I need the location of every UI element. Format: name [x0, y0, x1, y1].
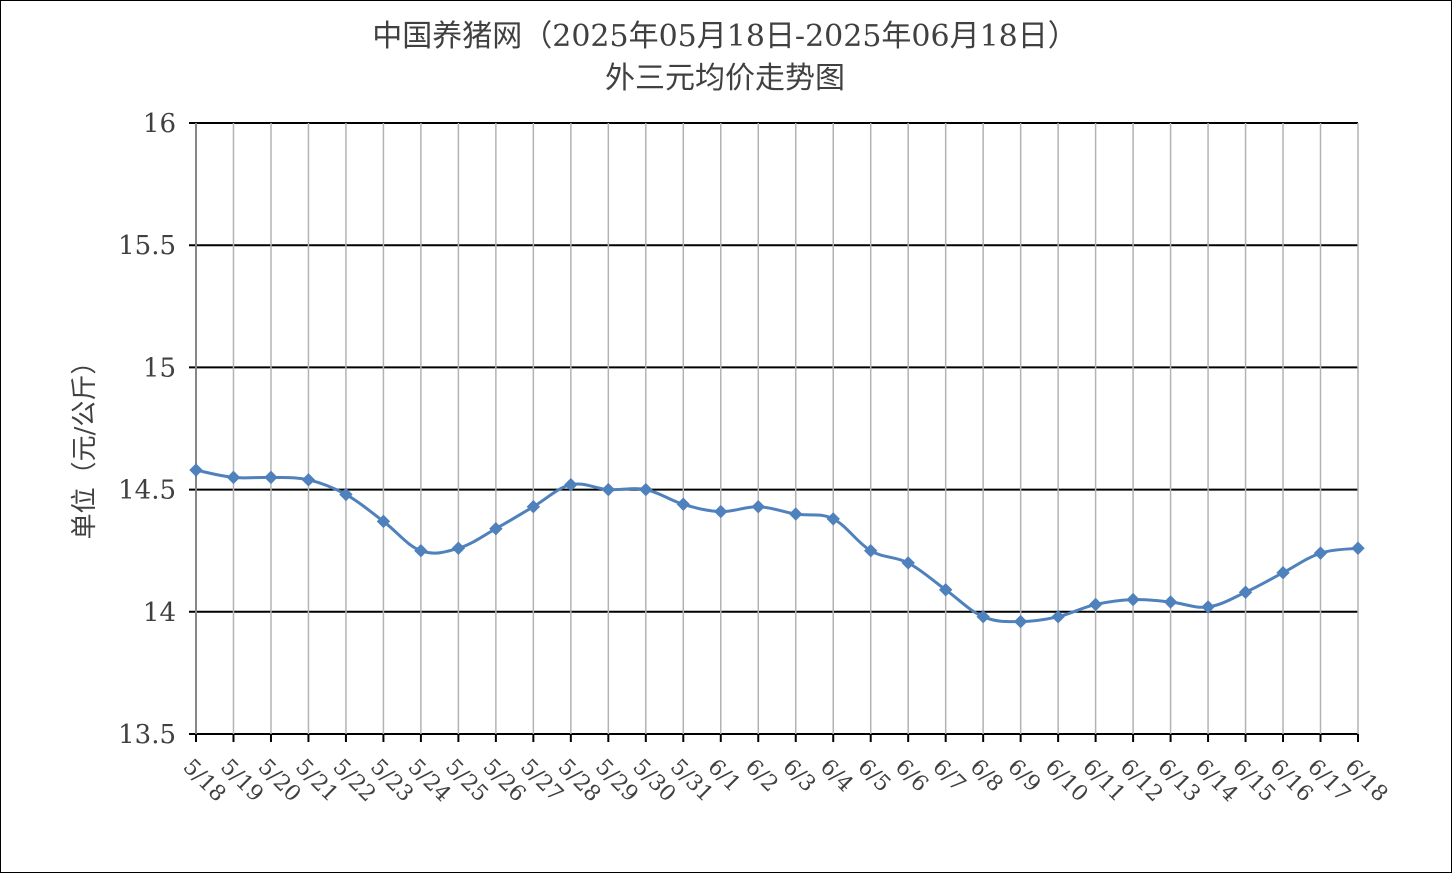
data-point-marker [564, 478, 578, 492]
data-point-marker [789, 507, 803, 521]
series-line [195, 468, 1359, 624]
data-point-marker [901, 556, 915, 570]
data-point-marker [976, 609, 990, 624]
data-point-marker [1201, 600, 1215, 614]
x-tick-label: 6/7 [927, 755, 970, 798]
data-point-marker [601, 482, 616, 497]
x-tick-label: 6/9 [1002, 755, 1045, 798]
data-point-marker [1088, 597, 1103, 612]
x-tick-labels: 5/185/195/205/215/225/235/245/255/265/27… [178, 755, 1393, 808]
data-point-marker [1163, 595, 1178, 609]
x-tick-label: 6/5 [852, 755, 895, 798]
x-tick-label: 5/18 [178, 755, 231, 808]
x-tick-label: 6/6 [890, 755, 933, 798]
data-point-marker [414, 543, 428, 558]
price-series [189, 463, 1365, 629]
data-point-marker [451, 541, 466, 555]
data-point-marker [1313, 546, 1328, 560]
data-point-marker [826, 512, 840, 526]
data-point-marker [938, 583, 953, 597]
data-point-marker [1238, 585, 1253, 599]
y-tick-label: 13.5 [118, 720, 176, 750]
x-tick-label: 6/3 [777, 755, 820, 798]
data-point-marker [301, 473, 316, 487]
data-point-marker [1276, 565, 1290, 580]
y-tick-label: 15 [143, 353, 176, 383]
x-tick-label: 6/10 [1040, 755, 1093, 808]
y-tick-labels: 13.5 14 14.5 15 15.5 16 [118, 109, 176, 750]
x-tick-label: 6/4 [815, 755, 858, 798]
data-point-marker [489, 521, 503, 536]
data-point-marker [526, 500, 541, 514]
data-point-marker [226, 470, 241, 485]
data-point-marker [1013, 614, 1028, 629]
data-point-marker [1126, 592, 1140, 607]
y-tick-label: 14.5 [118, 476, 176, 506]
data-point-marker [714, 504, 728, 519]
vertical-gridlines [195, 123, 1359, 734]
y-tick-label: 14 [143, 598, 176, 628]
horizontal-gridlines [189, 122, 1359, 742]
data-point-marker [676, 497, 690, 511]
y-axis-label: 单位（元/公斤） [70, 349, 100, 540]
y-tick-label: 16 [143, 109, 176, 139]
data-point-marker [864, 543, 878, 558]
data-point-marker [1051, 609, 1065, 624]
x-tick-label: 6/8 [965, 755, 1008, 798]
data-point-marker [751, 500, 765, 514]
data-point-marker [376, 514, 391, 529]
chart-title-line1: 中国养猪网（2025年05月18日-2025年06月18日） [372, 19, 1078, 54]
data-point-marker [339, 487, 353, 502]
data-point-marker [1351, 541, 1365, 555]
y-tick-label: 15.5 [118, 231, 176, 261]
data-point-marker [264, 470, 278, 485]
data-point-marker [189, 463, 203, 477]
chart-title-line2: 外三元均价走势图 [605, 61, 845, 96]
x-tick-label: 6/2 [740, 755, 783, 798]
data-point-marker [639, 482, 653, 497]
